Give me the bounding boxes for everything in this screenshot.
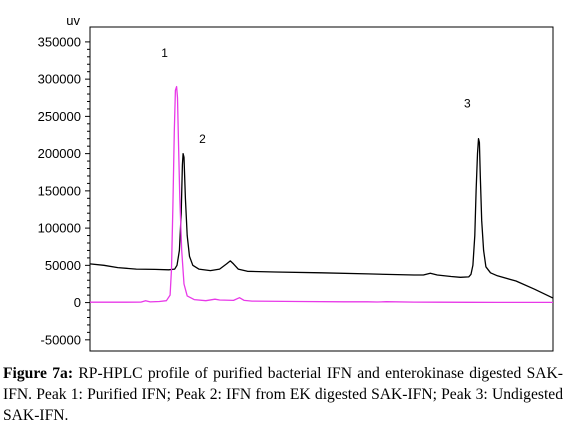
peak-label: 3 bbox=[464, 96, 471, 110]
peak-label: 2 bbox=[199, 132, 206, 146]
peak-labels: 1 2 3 bbox=[161, 46, 471, 146]
hplc-chart: 350000 300000 250000 200000 150000 100000 5000… bbox=[38, 13, 554, 352]
y-tick-label: 250000 bbox=[38, 109, 81, 124]
y-tick-label: -50000 bbox=[41, 332, 81, 347]
plot-frame bbox=[89, 26, 554, 352]
y-tick-label: 0 bbox=[74, 295, 81, 310]
y-tick-label: 200000 bbox=[38, 146, 81, 161]
peak-label: 1 bbox=[161, 46, 168, 60]
y-unit-label: uv bbox=[66, 13, 80, 28]
series-line-2 bbox=[90, 85, 553, 304]
y-tick-label: 350000 bbox=[38, 34, 81, 49]
y-tick-label: 50000 bbox=[45, 258, 81, 273]
series-layer bbox=[89, 85, 554, 304]
y-tick-label: 100000 bbox=[38, 221, 81, 236]
caption-text: RP-HPLC profile of purified bacterial IF… bbox=[3, 365, 564, 424]
figure-caption: Figure 7a: RP-HPLC profile of purified b… bbox=[3, 363, 563, 426]
caption-label: Figure 7a: bbox=[3, 365, 74, 382]
plot-border bbox=[89, 26, 554, 352]
y-axis: 350000 300000 250000 200000 150000 100000 5000… bbox=[38, 13, 90, 347]
y-tick-label: 300000 bbox=[38, 72, 81, 87]
y-tick-label: 150000 bbox=[38, 183, 81, 198]
series-line-1 bbox=[89, 138, 554, 299]
